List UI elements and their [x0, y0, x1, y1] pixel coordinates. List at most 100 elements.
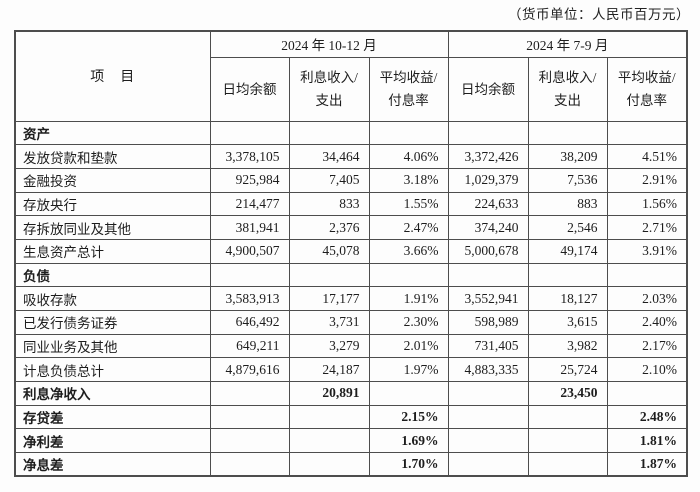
cell: 3,378,105 — [209, 144, 290, 169]
subheader-daily-average-balance-q3: 日均余额 — [447, 56, 529, 122]
cell: 2.10% — [606, 357, 688, 383]
row-label: 金融投资 — [14, 167, 211, 193]
cell: 17,177 — [288, 286, 370, 311]
cell: 2.30% — [368, 310, 449, 335]
cell: 2,376 — [288, 215, 370, 240]
cell: 23,450 — [527, 381, 608, 406]
cell: 1.69% — [368, 428, 449, 454]
cell: 1.81% — [606, 428, 688, 454]
cell: 3,731 — [288, 310, 370, 335]
cell: 4,900,507 — [209, 238, 290, 264]
table-row-deposits-with-central-bank: 存放央行 214,477 833 1.55% 224,633 883 1.56% — [14, 191, 688, 217]
cell: 646,492 — [209, 310, 290, 335]
cell: 7,405 — [288, 167, 370, 193]
cell — [527, 262, 608, 288]
cell: 598,989 — [447, 310, 529, 335]
table-subheader-row: 日均余额 利息收入/ 支出 平均收益/ 付息率 日均余额 利息收入/ 支出 平均… — [15, 56, 688, 122]
cell: 214,477 — [209, 191, 290, 217]
row-label: 已发行债务证券 — [14, 310, 211, 335]
cell — [209, 452, 290, 477]
cell: 1.55% — [368, 191, 449, 217]
cell — [209, 381, 290, 406]
cell: 25,724 — [527, 357, 608, 383]
cell: 381,941 — [209, 215, 290, 240]
cell: 49,174 — [527, 238, 608, 264]
cell — [527, 404, 608, 430]
cell: 2.17% — [606, 333, 688, 359]
cell — [288, 404, 370, 430]
subheader-interest-income-expense-q3: 利息收入/ 支出 — [527, 56, 608, 122]
cell — [447, 404, 529, 430]
cell — [527, 428, 608, 454]
table-row-total-interest-bearing-liabilities: 计息负债总计 4,879,616 24,187 1.97% 4,883,335 … — [14, 357, 688, 383]
table-row-interbank-and-other: 存拆放同业及其他 381,941 2,376 2.47% 374,240 2,5… — [14, 215, 688, 240]
cell — [288, 428, 370, 454]
cell — [606, 120, 688, 146]
table-row-net-interest-margin: 净息差 1.70% 1.87% — [14, 452, 688, 477]
cell: 3,583,913 — [209, 286, 290, 311]
table-group-header-row: 项 目 2024 年 10-12 月 2024 年 7-9 月 — [14, 30, 688, 122]
section-row-assets: 资产 — [14, 120, 688, 146]
cell: 2.48% — [606, 404, 688, 430]
table-row-loans-and-advances: 发放贷款和垫款 3,378,105 34,464 4.06% 3,372,426… — [14, 144, 688, 169]
table-row-customer-deposits: 吸收存款 3,583,913 17,177 1.91% 3,552,941 18… — [14, 286, 688, 311]
cell — [447, 381, 529, 406]
subheader-daily-average-balance-q4: 日均余额 — [209, 56, 290, 122]
cell: 4,883,335 — [447, 357, 529, 383]
cell: 4.51% — [606, 144, 688, 169]
item-column-header: 项 目 — [14, 30, 211, 122]
cell: 5,000,678 — [447, 238, 529, 264]
cell: 3.91% — [606, 238, 688, 264]
cell: 24,187 — [288, 357, 370, 383]
cell: 1.97% — [368, 357, 449, 383]
row-label: 吸收存款 — [14, 286, 211, 311]
cell — [527, 120, 608, 146]
cell: 2.47% — [368, 215, 449, 240]
cell: 2.91% — [606, 167, 688, 193]
table-row-financial-investments: 金融投资 925,984 7,405 3.18% 1,029,379 7,536… — [14, 167, 688, 193]
cell: 20,891 — [288, 381, 370, 406]
row-label: 生息资产总计 — [14, 238, 211, 264]
row-label: 存拆放同业及其他 — [14, 215, 211, 240]
cell: 224,633 — [447, 191, 529, 217]
cell: 731,405 — [447, 333, 529, 359]
cell: 3,372,426 — [447, 144, 529, 169]
cell: 3,552,941 — [447, 286, 529, 311]
cell: 3.18% — [368, 167, 449, 193]
cell: 38,209 — [527, 144, 608, 169]
cell — [447, 120, 529, 146]
table-row-total-interest-earning-assets: 生息资产总计 4,900,507 45,078 3.66% 5,000,678 … — [14, 238, 688, 264]
cell — [606, 381, 688, 406]
row-label: 计息负债总计 — [14, 357, 211, 383]
cell: 1.56% — [606, 191, 688, 217]
cell: 3,279 — [288, 333, 370, 359]
table-row-net-interest-spread: 净利差 1.69% 1.81% — [14, 428, 688, 454]
cell: 2.15% — [368, 404, 449, 430]
table-row-debt-securities-issued: 已发行债务证券 646,492 3,731 2.30% 598,989 3,61… — [14, 310, 688, 335]
cell: 18,127 — [527, 286, 608, 311]
cell: 7,536 — [527, 167, 608, 193]
cell: 883 — [527, 191, 608, 217]
row-label: 资产 — [14, 120, 211, 146]
period-group-header-2024-oct-dec: 2024 年 10-12 月 — [209, 30, 449, 58]
cell — [209, 428, 290, 454]
cell — [209, 120, 290, 146]
row-label: 存放央行 — [14, 191, 211, 217]
table-row-deposit-loan-spread: 存贷差 2.15% 2.48% — [14, 404, 688, 430]
cell: 1,029,379 — [447, 167, 529, 193]
cell: 374,240 — [447, 215, 529, 240]
cell: 1.70% — [368, 452, 449, 477]
cell: 4,879,616 — [209, 357, 290, 383]
cell: 3,982 — [527, 333, 608, 359]
cell — [368, 262, 449, 288]
cell: 1.91% — [368, 286, 449, 311]
cell: 2.03% — [606, 286, 688, 311]
row-label: 利息净收入 — [14, 381, 211, 406]
cell: 649,211 — [209, 333, 290, 359]
row-label: 负债 — [14, 262, 211, 288]
cell: 3,615 — [527, 310, 608, 335]
cell — [606, 262, 688, 288]
period-group-header-2024-jul-sep: 2024 年 7-9 月 — [447, 30, 688, 58]
row-label: 净利差 — [14, 428, 211, 454]
cell: 45,078 — [288, 238, 370, 264]
